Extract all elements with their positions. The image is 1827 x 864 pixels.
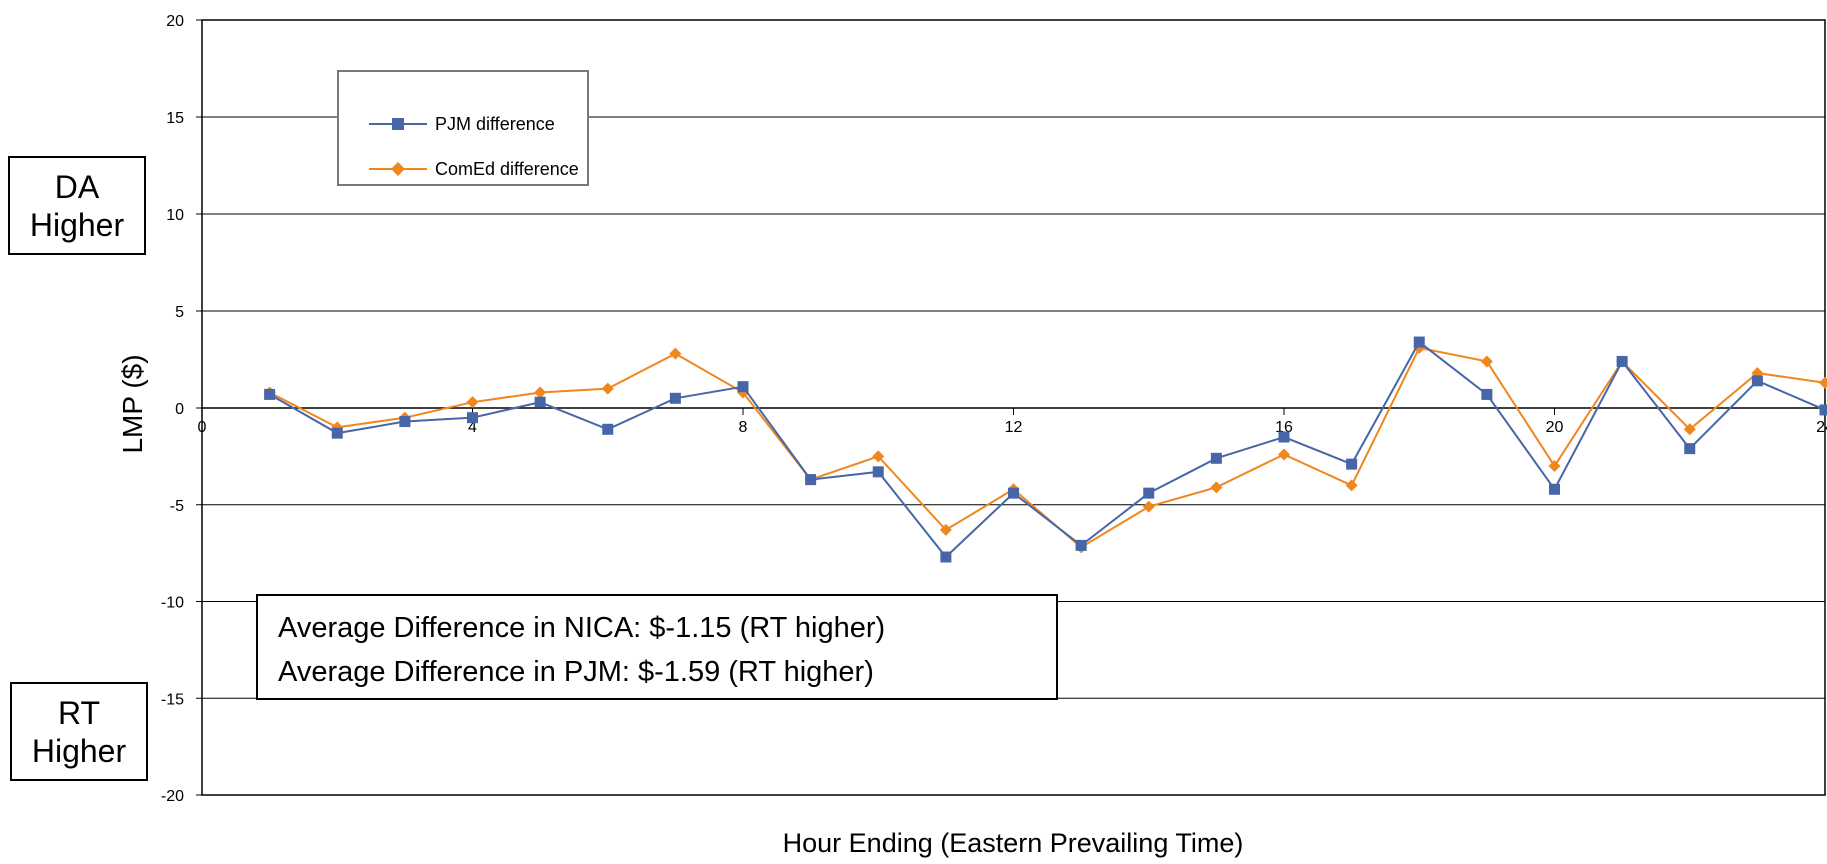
data-point-1-15 [1278,431,1290,443]
y-tick-label-1: 15 [166,110,184,127]
data-point-1-14 [1210,452,1222,464]
x-tick-label-1: 4 [468,419,477,436]
data-point-1-10 [940,551,952,563]
x-axis-title: Hour Ending (Eastern Prevailing Time) [783,828,1244,858]
data-point-0-9 [872,450,885,463]
data-point-0-16 [1345,479,1358,492]
data-point-1-5 [602,423,614,435]
data-point-1-2 [399,416,411,428]
series-lines [263,336,1827,563]
series-line-0 [269,346,1826,549]
data-point-1-12 [1075,539,1087,551]
data-point-0-13 [1142,500,1155,513]
x-tick-label-2: 8 [739,419,748,436]
y-tick-label-3: 5 [175,304,184,321]
average-difference-box: Average Difference in NICA: $-1.15 (RT h… [256,594,1058,700]
data-point-0-10 [939,523,952,536]
data-point-0-18 [1480,355,1493,368]
data-point-1-3 [467,412,478,424]
rt-higher-line-1: RT [57,695,101,731]
data-point-1-18 [1481,388,1493,400]
data-point-1-23 [1819,404,1827,416]
data-point-1-19 [1549,483,1560,495]
data-point-1-13 [1143,487,1155,499]
data-point-0-4 [534,386,547,399]
data-point-0-14 [1210,481,1223,494]
da-higher-line-1: DA [54,169,100,205]
x-tick-label-3: 12 [1005,419,1023,436]
y-tick-label-8: -20 [161,788,184,805]
chart-legend: ComEd difference PJM difference [337,70,589,186]
legend-swatch-comed [369,162,427,176]
data-point-1-17 [1413,336,1425,348]
y-axis-title: LMP ($) [117,354,148,453]
data-point-1-7 [737,381,749,393]
data-point-1-11 [1008,487,1019,499]
x-tick-label-5: 20 [1546,419,1564,436]
y-tick-label-2: 10 [166,207,184,224]
data-point-1-22 [1751,375,1763,387]
data-point-1-21 [1684,443,1696,455]
data-point-1-4 [534,396,546,408]
data-point-1-16 [1346,458,1358,470]
data-point-0-21 [1683,423,1696,436]
data-point-0-15 [1278,448,1290,461]
rt-higher-line-2: Higher [31,733,127,769]
data-point-1-1 [331,427,343,439]
data-point-1-8 [805,474,817,486]
y-tick-label-4: 0 [175,401,184,418]
y-tick-label-5: -5 [170,498,184,515]
x-tick-label-0: 0 [198,419,207,436]
legend-item-comed: ComEd difference [369,159,579,179]
data-point-0-23 [1819,376,1827,389]
data-point-1-9 [872,466,884,478]
data-point-1-20 [1616,355,1628,367]
data-point-0-3 [466,396,479,409]
data-point-1-6 [669,392,681,404]
x-tick-label-6: 24 [1816,419,1827,436]
series-line-1 [269,340,1826,559]
legend-label-pjm: PJM difference [435,113,555,134]
legend-item-pjm: PJM difference [369,114,555,134]
da-higher-line-2: Higher [29,207,125,243]
data-point-1-0 [264,388,276,400]
average-difference-pjm: Average Difference in PJM: $-1.59 (RT hi… [278,656,874,688]
da-higher-label: DA Higher [8,156,146,255]
rt-higher-label: RT Higher [10,682,148,781]
average-difference-nica: Average Difference in NICA: $-1.15 (RT h… [278,612,886,644]
data-point-0-6 [669,347,682,360]
legend-label-comed: ComEd difference [435,158,579,179]
y-tick-label-6: -10 [161,595,184,612]
y-tick-label-0: 20 [166,13,184,30]
legend-swatch-pjm [369,118,427,130]
y-tick-label-7: -15 [161,691,184,708]
data-point-0-5 [601,382,614,395]
data-point-0-19 [1548,460,1561,473]
y-axis-ticks: 20 15 10 5 0 -5 -10 -15 -20 [161,13,202,805]
